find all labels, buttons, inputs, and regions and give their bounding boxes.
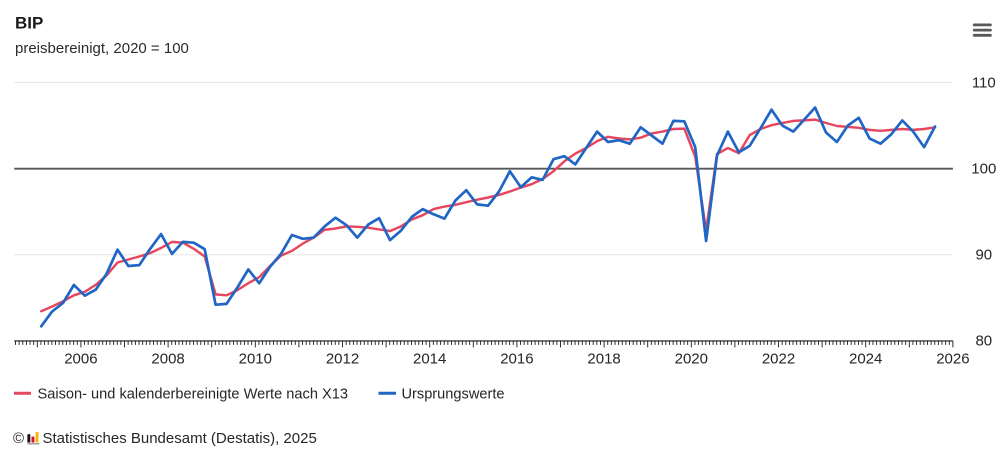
- svg-text:2018: 2018: [587, 351, 620, 368]
- svg-text:2006: 2006: [64, 351, 97, 368]
- svg-text:Ursprungswerte: Ursprungswerte: [402, 386, 505, 402]
- svg-text:2014: 2014: [413, 351, 446, 368]
- svg-text:2008: 2008: [151, 351, 184, 368]
- svg-text:2026: 2026: [936, 351, 969, 368]
- svg-text:2022: 2022: [762, 351, 795, 368]
- svg-text:2020: 2020: [675, 351, 708, 368]
- svg-text:110: 110: [972, 74, 996, 91]
- svg-text:BIP: BIP: [15, 14, 43, 33]
- svg-text:90: 90: [975, 247, 992, 264]
- svg-text:Saison- und kalenderbereinigte: Saison- und kalenderbereinigte Werte nac…: [38, 386, 348, 402]
- svg-text:2024: 2024: [849, 351, 882, 368]
- svg-text:80: 80: [975, 333, 992, 350]
- svg-text:©: ©: [13, 430, 24, 447]
- svg-text:Statistisches Bundesamt (Desta: Statistisches Bundesamt (Destatis), 2025: [43, 430, 317, 447]
- svg-text:2016: 2016: [500, 351, 533, 368]
- svg-text:2010: 2010: [239, 351, 272, 368]
- svg-text:2012: 2012: [326, 351, 359, 368]
- svg-text:100: 100: [971, 161, 996, 178]
- svg-text:preisbereinigt, 2020 = 100: preisbereinigt, 2020 = 100: [15, 40, 189, 57]
